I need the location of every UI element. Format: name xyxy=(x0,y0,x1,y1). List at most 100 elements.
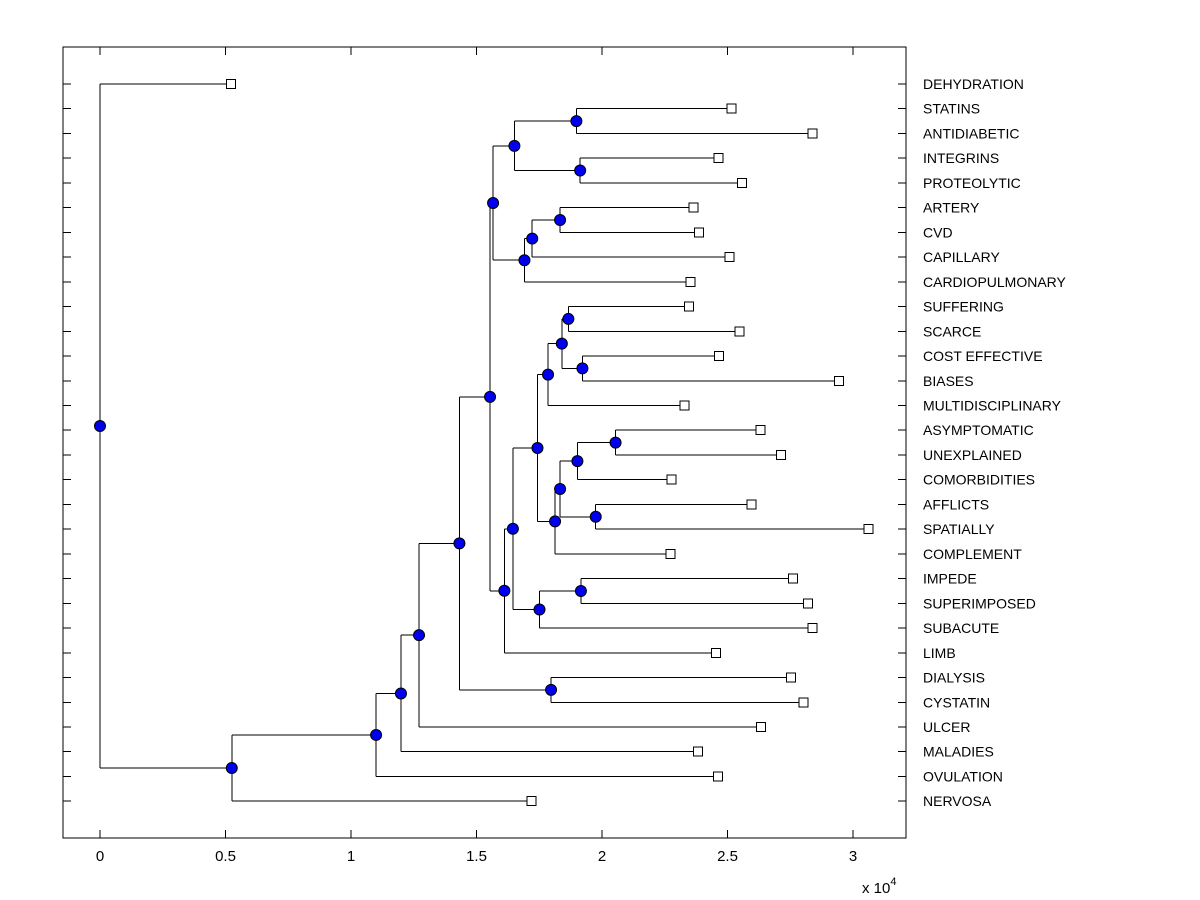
leaf-marker[interactable] xyxy=(803,598,814,609)
leaf-marker[interactable] xyxy=(833,375,844,386)
leaf-label: ASYMPTOMATIC xyxy=(923,422,1034,438)
leaf-marker[interactable] xyxy=(665,548,676,559)
leaf-label: INTEGRINS xyxy=(923,150,999,166)
internal-node-marker[interactable] xyxy=(508,139,521,152)
x-tick-label: 1.5 xyxy=(466,848,487,865)
internal-node-marker[interactable] xyxy=(394,687,407,700)
leaf-label: SUPERIMPOSED xyxy=(923,595,1036,611)
leaf-marker[interactable] xyxy=(798,697,809,708)
internal-node-marker[interactable] xyxy=(533,603,546,616)
internal-node-marker[interactable] xyxy=(570,115,583,128)
leaf-label: COST EFFECTIVE xyxy=(923,348,1043,364)
leaf-marker[interactable] xyxy=(694,227,705,238)
internal-node-marker[interactable] xyxy=(549,515,562,528)
leaf-label: ARTERY xyxy=(923,200,980,216)
leaf-marker[interactable] xyxy=(775,449,786,460)
leaf-marker[interactable] xyxy=(807,128,818,139)
x-tick-label: 2.5 xyxy=(717,848,738,865)
leaf-label: DIALYSIS xyxy=(923,670,985,686)
leaf-marker[interactable] xyxy=(755,721,766,732)
internal-node-marker[interactable] xyxy=(94,420,106,433)
leaf-label: CARDIOPULMONARY xyxy=(923,274,1067,290)
internal-node-marker[interactable] xyxy=(609,436,622,449)
leaf-label: IMPEDE xyxy=(923,571,977,587)
internal-node-marker[interactable] xyxy=(370,728,383,741)
internal-node-marker[interactable] xyxy=(518,254,531,267)
internal-node-marker[interactable] xyxy=(487,197,500,210)
leaf-label: CVD xyxy=(923,224,953,240)
x-tick-label: 3 xyxy=(849,848,857,865)
leaf-label: BIASES xyxy=(923,373,974,389)
internal-node-marker[interactable] xyxy=(571,455,584,468)
leaf-label: STATINS xyxy=(923,101,980,117)
leaf-marker[interactable] xyxy=(734,326,745,337)
leaf-marker[interactable] xyxy=(685,276,696,287)
internal-node-marker[interactable] xyxy=(498,584,511,597)
leaf-label: MALADIES xyxy=(923,744,994,760)
leaf-label: COMORBIDITIES xyxy=(923,472,1035,488)
internal-node-marker[interactable] xyxy=(562,312,575,325)
leaf-marker[interactable] xyxy=(526,796,537,807)
internal-node-marker[interactable] xyxy=(576,362,589,375)
leaf-label: SCARCE xyxy=(923,323,981,339)
leaf-marker[interactable] xyxy=(737,177,748,188)
leaf-marker[interactable] xyxy=(807,623,818,634)
leaf-marker[interactable] xyxy=(683,301,694,312)
internal-node-marker[interactable] xyxy=(531,441,544,454)
leaf-label: PROTEOLYTIC xyxy=(923,175,1021,191)
leaf-label: ANTIDIABETIC xyxy=(923,125,1019,141)
leaf-label: ULCER xyxy=(923,719,970,735)
axis-exponent-label: x 104 xyxy=(862,876,896,897)
leaf-marker[interactable] xyxy=(679,400,690,411)
x-tick-label: 1 xyxy=(347,848,355,865)
leaf-marker[interactable] xyxy=(713,771,724,782)
x-tick-label: 0 xyxy=(96,848,104,865)
leaf-marker[interactable] xyxy=(713,153,724,164)
leaf-label: CAPILLARY xyxy=(923,249,1000,265)
leaf-label: DEHYDRATION xyxy=(923,76,1024,92)
leaf-label: MULTIDISCIPLINARY xyxy=(923,397,1062,413)
internal-node-marker[interactable] xyxy=(453,537,466,550)
internal-node-marker[interactable] xyxy=(484,390,497,403)
leaf-label: SUFFERING xyxy=(923,299,1004,315)
leaf-marker[interactable] xyxy=(693,746,704,757)
leaf-marker[interactable] xyxy=(746,499,757,510)
leaf-label: CYSTATIN xyxy=(923,694,990,710)
leaf-marker[interactable] xyxy=(714,351,725,362)
leaf-marker[interactable] xyxy=(863,524,874,535)
x-tick-label: 2 xyxy=(598,848,606,865)
leaf-label: UNEXPLAINED xyxy=(923,447,1022,463)
internal-node-marker[interactable] xyxy=(574,164,587,177)
leaf-marker[interactable] xyxy=(688,202,699,213)
leaf-marker[interactable] xyxy=(666,474,677,485)
leaf-label: AFFLICTS xyxy=(923,496,989,512)
leaf-marker[interactable] xyxy=(724,252,735,263)
internal-node-marker[interactable] xyxy=(413,629,426,642)
internal-node-marker[interactable] xyxy=(589,510,602,523)
internal-node-marker[interactable] xyxy=(526,232,539,245)
leaf-label: SPATIALLY xyxy=(923,521,995,537)
leaf-label: COMPLEMENT xyxy=(923,546,1022,562)
internal-node-marker[interactable] xyxy=(506,522,519,535)
internal-node-marker[interactable] xyxy=(555,337,568,350)
internal-node-marker[interactable] xyxy=(554,482,567,495)
leaf-marker[interactable] xyxy=(711,647,722,658)
leaf-marker[interactable] xyxy=(755,425,766,436)
x-tick-label: 0.5 xyxy=(215,848,236,865)
leaf-label: SUBACUTE xyxy=(923,620,999,636)
internal-node-marker[interactable] xyxy=(554,214,567,227)
leaf-marker[interactable] xyxy=(788,573,799,584)
internal-node-marker[interactable] xyxy=(574,584,587,597)
internal-node-marker[interactable] xyxy=(225,762,238,775)
leaf-label: OVULATION xyxy=(923,768,1003,784)
internal-node-marker[interactable] xyxy=(545,683,558,696)
internal-node-marker[interactable] xyxy=(542,368,555,381)
leaf-marker[interactable] xyxy=(786,672,797,683)
leaf-label: LIMB xyxy=(923,645,956,661)
leaf-marker[interactable] xyxy=(226,79,237,89)
leaf-marker[interactable] xyxy=(726,103,737,114)
axes-box xyxy=(62,46,907,839)
